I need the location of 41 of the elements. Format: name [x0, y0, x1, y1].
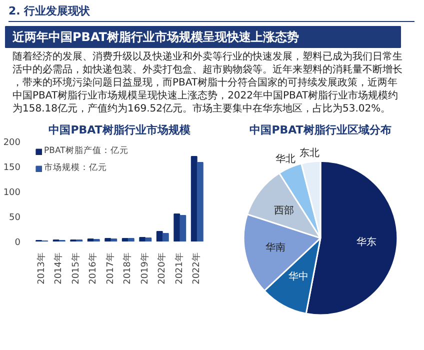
y-tick-label: 0 — [14, 238, 21, 248]
x-tick-label: 2017年 — [104, 252, 116, 284]
slice-label: 华北 — [275, 153, 296, 166]
legend-label: PBAT树脂产值：亿元 — [44, 145, 128, 157]
slice-label: 东北 — [299, 146, 320, 159]
bar — [122, 238, 128, 242]
y-tick-label: 150 — [3, 163, 21, 173]
slice-label: 华中 — [288, 270, 308, 283]
x-tick-label: 2019年 — [139, 252, 150, 284]
x-tick-label: 2021年 — [174, 252, 185, 284]
text: 2. 行业发展现状 — [8, 4, 92, 18]
y-tick-label: 50 — [9, 213, 21, 223]
chart-title: 中国PBAT树脂行业区域分布 — [250, 124, 392, 136]
slice-label: 华东 — [356, 236, 376, 248]
x-tick-label: 2022年 — [191, 252, 202, 284]
slice-label: 华南 — [265, 241, 286, 254]
x-tick-label: 2015年 — [70, 252, 82, 284]
y-tick-label: 200 — [3, 138, 21, 148]
bar — [190, 156, 198, 242]
x-tick-label: 2013年 — [36, 252, 47, 284]
x-tick-label: 2018年 — [122, 252, 134, 284]
bar — [87, 238, 94, 242]
x-tick-label: 2016年 — [88, 252, 99, 284]
text: 近两年中国PBAT树脂行业市场规模呈现快速上涨态势 — [12, 30, 299, 44]
text: 随着经济的发展、消费升级以及快递业和外卖等行业的快速发展，塑料已成为我们日常生活中的必需品，如快递包装、外卖打包盒、超市购物袋等。近年来塑料的消耗量不断增长，带来的环境污染问题日益显现，而PBAT树脂十分符合国家的可持续发展政策，近两年中国PBAT树脂行业市场规模呈现快速上涨态势，2022年中国PBAT树脂行业市场规模约为158.18亿元，产值约为169.52亿元。市场主要集中在华东地区，占比为53.02%。 — [12, 50, 402, 114]
bar — [180, 215, 186, 242]
bar — [104, 238, 112, 242]
bar — [128, 238, 134, 242]
bar — [162, 233, 169, 242]
slice-label: 西部 — [274, 204, 294, 216]
legend-label: 市场规模：亿元 — [44, 162, 107, 174]
bar — [139, 237, 146, 242]
bar — [196, 162, 204, 242]
x-tick-label: 2020年 — [156, 252, 168, 284]
y-tick-label: 100 — [3, 188, 21, 198]
chart-title: 中国PBAT树脂行业市场规模 — [48, 124, 192, 136]
bar — [156, 231, 163, 242]
bar — [145, 238, 152, 242]
bar — [110, 238, 118, 242]
bar — [174, 214, 180, 242]
x-tick-label: 2014年 — [53, 252, 64, 284]
